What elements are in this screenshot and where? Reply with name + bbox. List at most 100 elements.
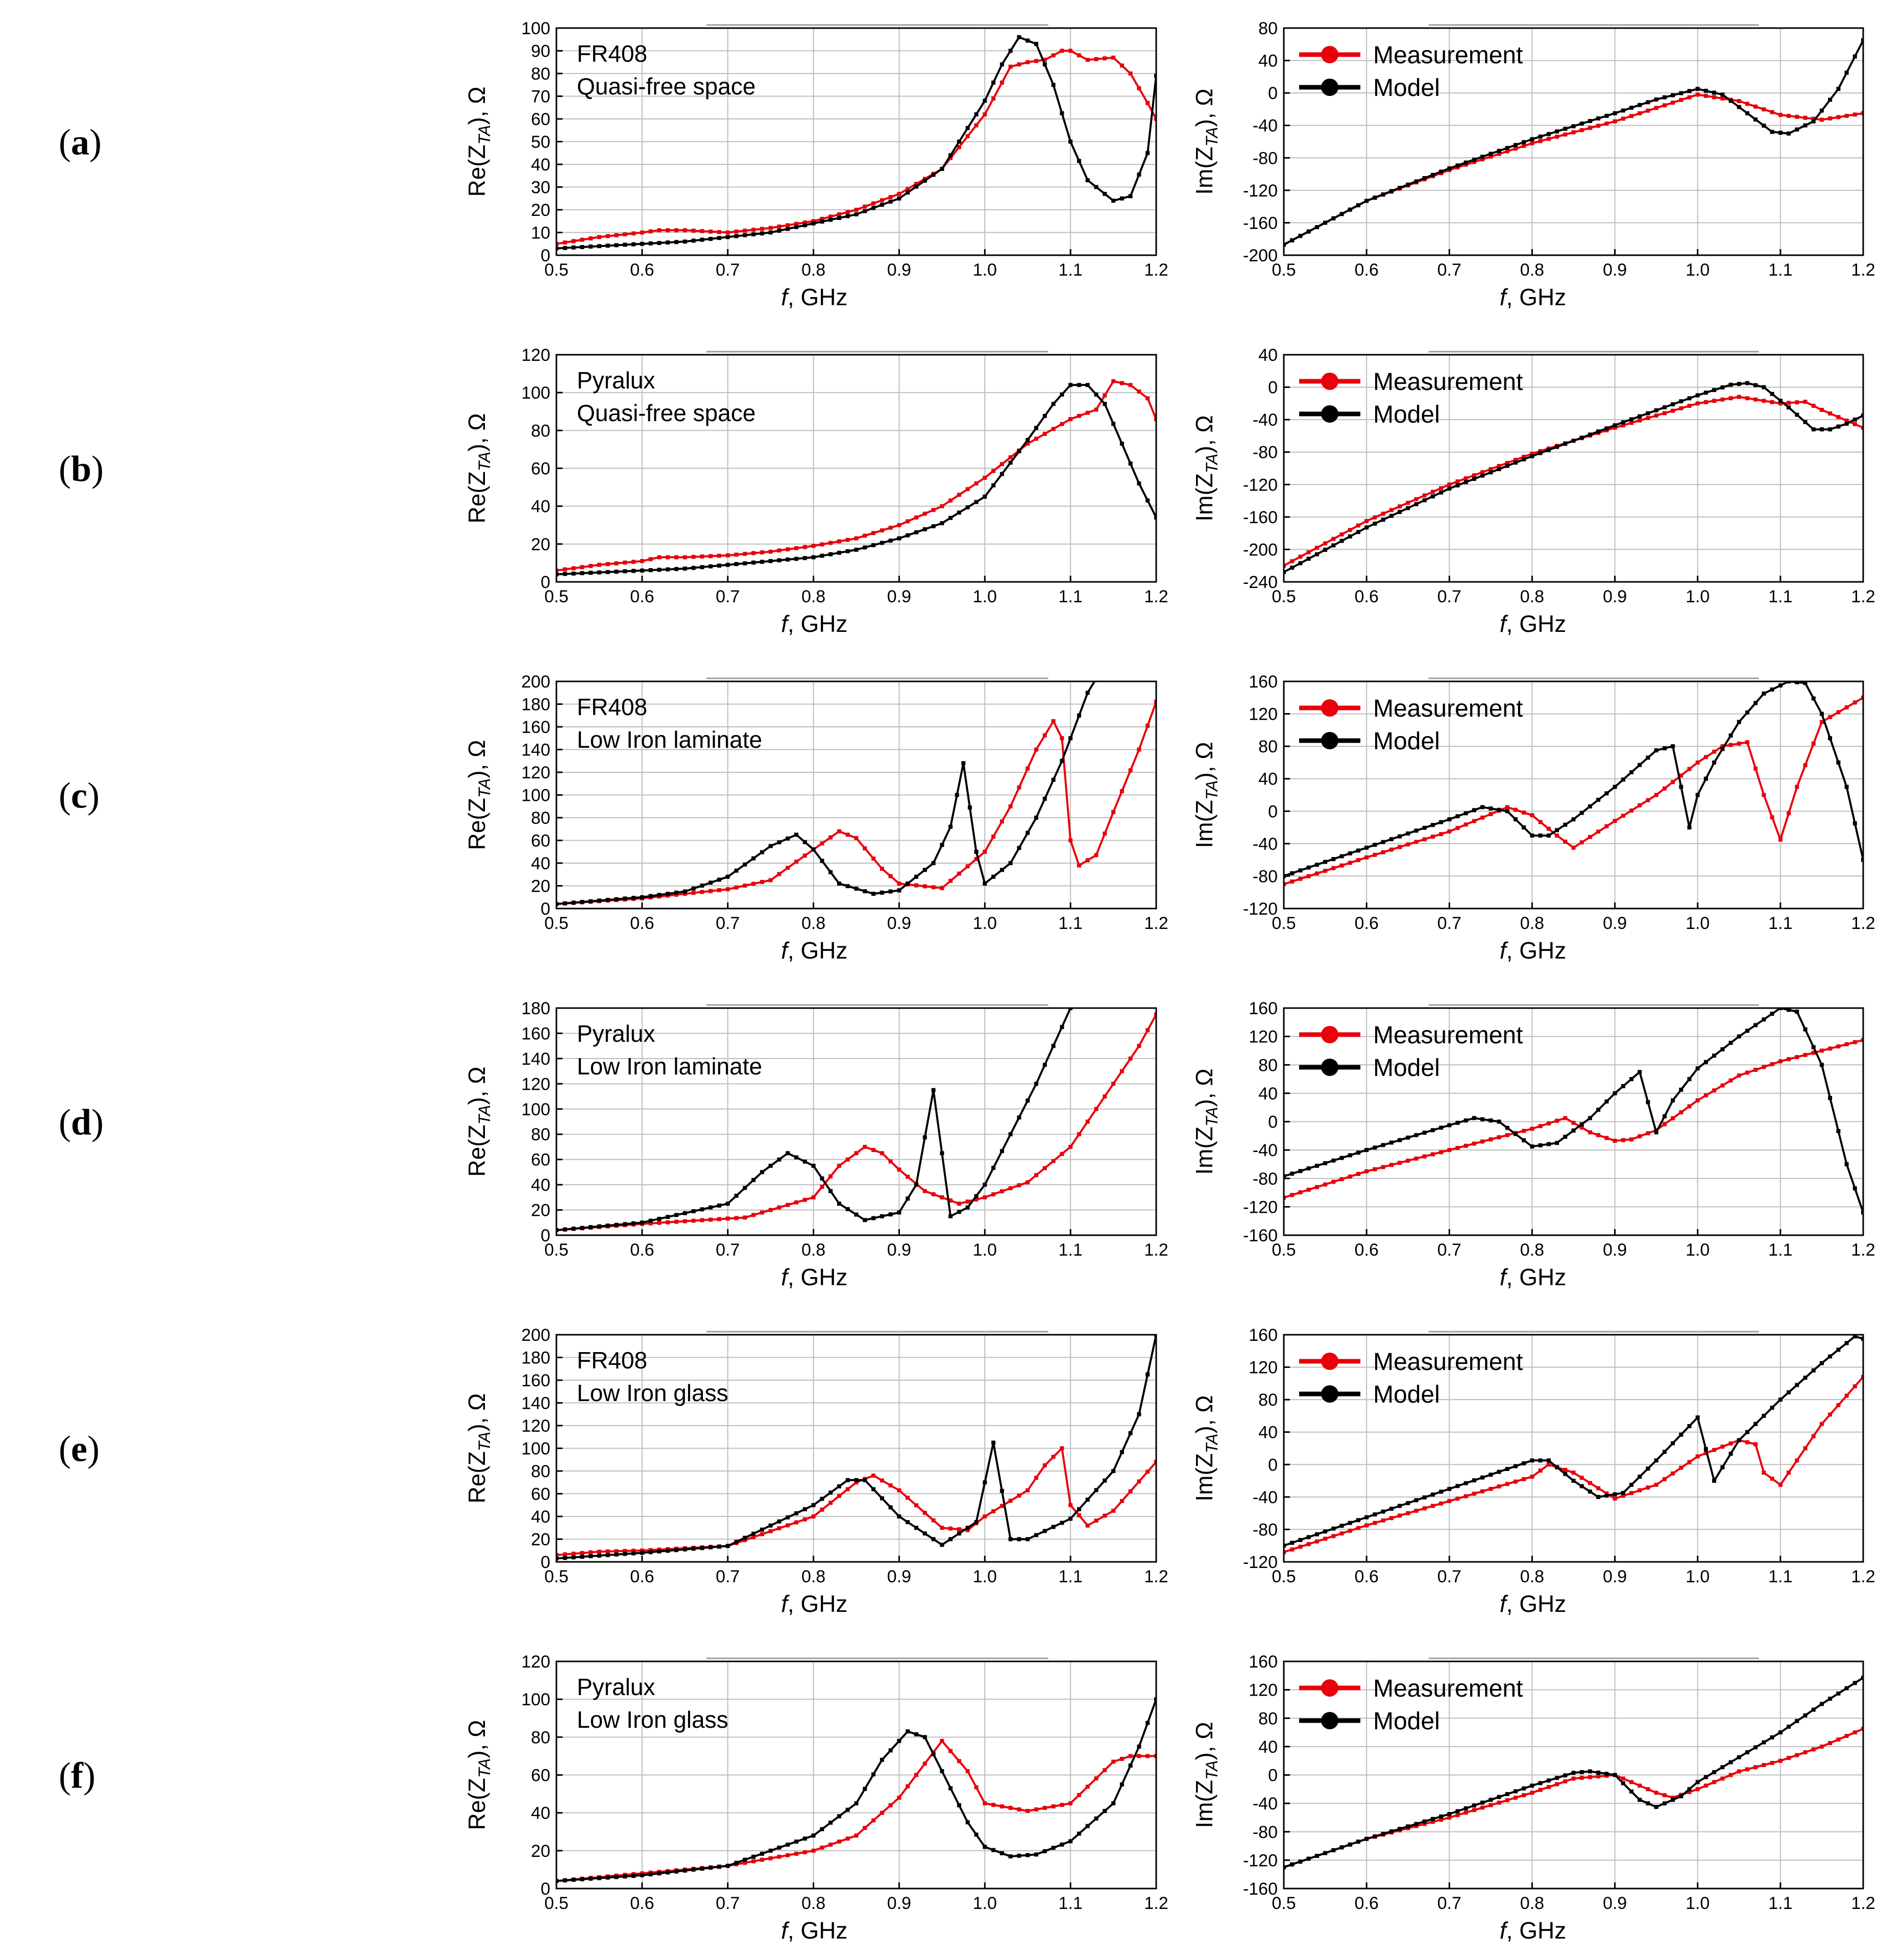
data-point — [1331, 857, 1336, 862]
data-point — [1042, 796, 1047, 801]
data-point — [640, 1873, 644, 1877]
data-point — [1026, 38, 1030, 43]
data-point — [811, 1503, 816, 1507]
data-point — [948, 1537, 953, 1541]
data-point — [794, 546, 798, 550]
data-point — [863, 1144, 867, 1149]
data-point — [1042, 733, 1047, 738]
data-point — [571, 566, 576, 571]
data-point — [1051, 402, 1056, 406]
series-model — [556, 1008, 1073, 1233]
data-point — [556, 241, 558, 246]
y-tick-label: 20 — [531, 1201, 550, 1220]
data-point — [1613, 1497, 1617, 1501]
data-point — [1638, 1783, 1642, 1788]
data-point — [571, 245, 576, 250]
c-re-xlabel: f, GHz — [781, 937, 847, 964]
legend-marker-model — [1321, 732, 1338, 749]
data-point — [1778, 1730, 1783, 1735]
data-point — [768, 878, 773, 883]
data-point — [786, 227, 790, 231]
data-point — [1745, 740, 1749, 745]
data-point — [1638, 1798, 1642, 1802]
data-point — [1447, 829, 1452, 834]
data-point — [1060, 736, 1064, 741]
data-point — [1654, 1791, 1658, 1795]
data-point — [1455, 1497, 1460, 1501]
data-point — [1381, 192, 1385, 197]
e-re-ylabel: Re(ZTA), Ω — [463, 1393, 494, 1503]
data-point — [1530, 1791, 1534, 1795]
data-point — [1852, 1040, 1857, 1044]
data-point — [854, 1151, 859, 1156]
data-point — [837, 1814, 841, 1819]
data-point — [666, 1870, 670, 1875]
data-point — [1811, 1368, 1816, 1373]
data-point — [571, 571, 576, 576]
data-point — [1646, 1485, 1650, 1490]
data-point — [623, 896, 627, 901]
data-point — [605, 1223, 610, 1228]
series-model — [556, 681, 1096, 906]
data-point — [1579, 811, 1584, 815]
data-point — [1712, 1780, 1717, 1784]
b-im-xlabel: f, GHz — [1500, 610, 1566, 637]
data-point — [1094, 1488, 1099, 1492]
x-tick-label: 0.8 — [801, 260, 825, 280]
data-point — [1819, 427, 1824, 432]
data-point — [914, 184, 918, 189]
data-point — [1811, 1050, 1816, 1055]
y-tick-label: 80 — [531, 1462, 550, 1481]
x-tick-label: 0.6 — [630, 1567, 654, 1586]
data-point — [1042, 1529, 1047, 1533]
data-point — [1638, 1475, 1642, 1479]
data-point — [1555, 834, 1559, 838]
legend-label-measurement: Measurement — [1373, 1675, 1523, 1702]
y-tick-label: 40 — [531, 497, 550, 517]
plot-area — [1284, 355, 1863, 582]
data-point — [1348, 1842, 1352, 1847]
data-point — [922, 179, 927, 183]
data-point — [1284, 882, 1286, 887]
data-point — [1762, 691, 1766, 696]
data-point — [1128, 1056, 1133, 1061]
x-tick-label: 0.5 — [1272, 260, 1296, 280]
data-point — [556, 246, 558, 251]
data-point — [1505, 1133, 1509, 1137]
data-point — [1085, 691, 1090, 695]
data-point — [1422, 1131, 1427, 1135]
data-point — [1381, 1509, 1385, 1514]
data-point — [1422, 837, 1427, 842]
data-point — [1728, 1041, 1733, 1045]
data-point — [1430, 835, 1435, 839]
data-point — [563, 246, 567, 250]
data-point — [1787, 114, 1791, 118]
data-point — [1422, 1154, 1427, 1159]
data-point — [965, 487, 970, 492]
x-tick-label: 0.7 — [716, 1567, 740, 1586]
data-point — [811, 1164, 816, 1168]
data-point — [1077, 1132, 1081, 1137]
series-model — [556, 383, 1156, 577]
data-point — [1695, 401, 1700, 406]
data-point — [1505, 1798, 1509, 1802]
data-point — [1662, 405, 1667, 409]
data-point — [965, 134, 970, 138]
data-point — [1828, 1354, 1833, 1359]
data-point — [1621, 1493, 1625, 1498]
data-point — [1687, 404, 1692, 408]
y-tick-label: 100 — [521, 1439, 550, 1459]
data-point — [709, 564, 713, 569]
data-point — [682, 892, 687, 896]
x-tick-label: 0.8 — [801, 1240, 825, 1260]
data-point — [828, 1820, 833, 1825]
data-point — [1137, 173, 1141, 177]
data-point — [1439, 1489, 1444, 1494]
data-point — [1489, 1487, 1493, 1491]
data-point — [1034, 1807, 1038, 1811]
data-point — [794, 1840, 798, 1844]
data-point — [1373, 521, 1377, 526]
data-point — [914, 530, 918, 534]
y-tick-label: 40 — [1258, 770, 1278, 789]
data-point — [1861, 1676, 1863, 1680]
